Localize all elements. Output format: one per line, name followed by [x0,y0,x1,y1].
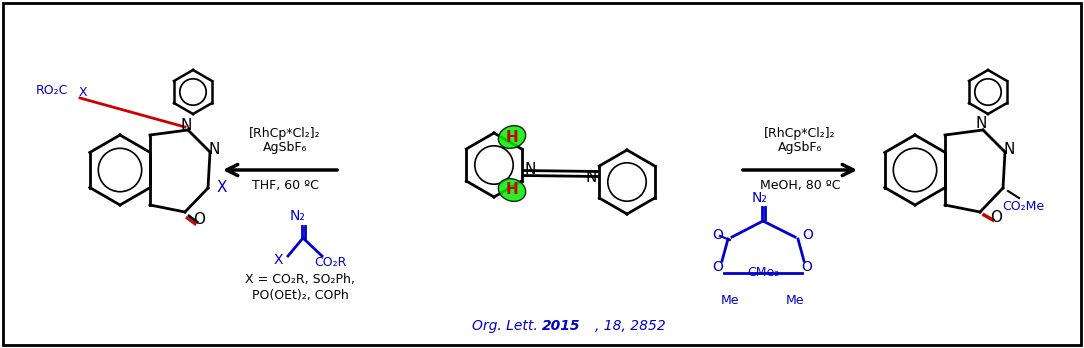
Text: RO₂C: RO₂C [36,84,68,96]
Text: Org. Lett.: Org. Lett. [472,319,542,333]
Text: [RhCp*Cl₂]₂: [RhCp*Cl₂]₂ [249,127,321,140]
Text: 2015: 2015 [542,319,581,333]
Text: X = CO₂R, SO₂Ph,: X = CO₂R, SO₂Ph, [245,274,354,286]
Text: O: O [712,228,723,242]
Text: THF, 60 ºC: THF, 60 ºC [251,179,319,191]
Text: X: X [79,87,88,100]
Text: CO₂R: CO₂R [313,255,346,269]
Text: PO(OEt)₂, COPh: PO(OEt)₂, COPh [251,290,348,302]
Text: X: X [217,181,228,196]
Text: H: H [505,182,518,198]
Text: AgSbF₆: AgSbF₆ [778,142,822,155]
Text: CMe₂: CMe₂ [747,267,779,279]
Text: O: O [990,211,1002,226]
Text: O: O [801,260,812,274]
Text: N₂: N₂ [291,209,306,223]
Text: N: N [525,161,535,176]
Text: , 18, 2852: , 18, 2852 [595,319,666,333]
Ellipse shape [499,126,526,148]
Ellipse shape [499,179,526,201]
Text: N₂: N₂ [752,191,767,205]
Text: Me: Me [721,294,739,308]
Text: O: O [802,228,813,242]
Text: X: X [273,253,283,267]
Text: N: N [585,171,596,185]
Text: H: H [505,129,518,144]
Text: N: N [208,142,220,157]
Text: N: N [180,118,192,133]
Text: Me: Me [786,294,804,308]
Text: [RhCp*Cl₂]₂: [RhCp*Cl₂]₂ [764,127,836,140]
Text: O: O [712,260,723,274]
Text: N: N [1004,142,1015,157]
Text: MeOH, 80 ºC: MeOH, 80 ºC [760,179,840,191]
Text: CO₂Me: CO₂Me [1002,199,1044,213]
Text: O: O [193,213,205,228]
Text: N: N [976,117,986,132]
Text: AgSbF₆: AgSbF₆ [262,142,307,155]
